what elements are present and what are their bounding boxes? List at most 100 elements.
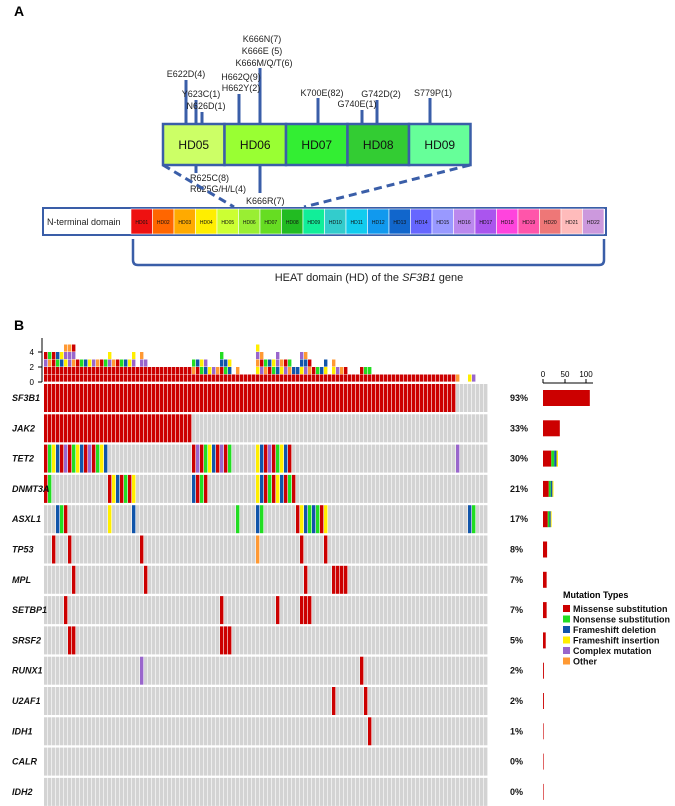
oncoprint-cell: [132, 596, 136, 625]
oncoprint-cell: [148, 474, 152, 503]
oncoprint-cell: [296, 474, 300, 503]
oncoprint-cell: [252, 656, 256, 685]
top-count-bar: [104, 367, 108, 375]
gene-label: TP53: [12, 545, 34, 555]
oncoprint-cell: [160, 474, 164, 503]
oncoprint-cell: [48, 565, 52, 594]
oncoprint-cell: [452, 414, 456, 443]
top-count-bar: [408, 374, 412, 382]
oncoprint-cell: [264, 687, 268, 715]
oncoprint-cell: [100, 747, 104, 776]
oncoprint-cell: [296, 777, 300, 806]
oncoprint-cell: [288, 384, 292, 412]
top-count-bar: [268, 374, 272, 382]
oncoprint-cell: [76, 596, 80, 625]
oncoprint-cell: [436, 656, 440, 685]
oncoprint-cell: [300, 414, 304, 443]
oncoprint-cell: [460, 444, 464, 473]
oncoprint-cell: [404, 687, 408, 715]
oncoprint-cell: [72, 687, 76, 715]
oncoprint-cell: [260, 505, 264, 534]
oncoprint-cell: [184, 717, 188, 746]
oncoprint-cell: [208, 717, 212, 746]
top-count-bar: [192, 374, 196, 382]
oncoprint-cell: [112, 414, 116, 443]
oncoprint-cell: [196, 414, 200, 443]
oncoprint-cell: [120, 626, 124, 655]
oncoprint-cell: [288, 414, 292, 443]
top-count-bar: [68, 367, 72, 375]
oncoprint-cell: [224, 535, 228, 564]
top-count-bar: [144, 374, 148, 382]
oncoprint-cell: [476, 596, 480, 625]
oncoprint-cell: [208, 626, 212, 655]
oncoprint-cell: [176, 535, 180, 564]
top-count-bar: [256, 374, 260, 382]
oncoprint-cell: [472, 565, 476, 594]
oncoprint-cell: [364, 535, 368, 564]
oncoprint-cell: [392, 747, 396, 776]
top-count-bar: [120, 359, 124, 367]
oncoprint-cell: [388, 565, 392, 594]
oncoprint-cell: [292, 777, 296, 806]
oncoprint-cell: [292, 505, 296, 534]
oncoprint-cell: [320, 444, 324, 473]
top-count-bar: [104, 359, 108, 367]
oncoprint-cell: [376, 717, 380, 746]
oncoprint-cell: [88, 626, 92, 655]
top-axis-tick: 2: [30, 363, 35, 372]
oncoprint-cell: [480, 596, 484, 625]
oncoprint-cell: [360, 505, 364, 534]
oncoprint-cell: [52, 535, 56, 564]
oncoprint-cell: [156, 656, 160, 685]
oncoprint-cell: [236, 474, 240, 503]
oncoprint-cell: [288, 777, 292, 806]
oncoprint-cell: [284, 474, 288, 503]
oncoprint-cell: [72, 747, 76, 776]
oncoprint-cell: [120, 444, 124, 473]
oncoprint-cell: [240, 444, 244, 473]
oncoprint-cell: [480, 687, 484, 715]
oncoprint-cell: [480, 384, 484, 412]
oncoprint-cell: [380, 414, 384, 443]
top-count-bar: [132, 359, 136, 367]
oncoprint-cell: [428, 535, 432, 564]
oncoprint-cell: [408, 505, 412, 534]
oncoprint-cell: [140, 747, 144, 776]
oncoprint-cell: [412, 505, 416, 534]
oncoprint-cell: [420, 535, 424, 564]
oncoprint-cell: [448, 717, 452, 746]
gene-count-bar: [550, 511, 552, 528]
oncoprint-cell: [352, 505, 356, 534]
oncoprint-cell: [440, 474, 444, 503]
oncoprint-cell: [444, 505, 448, 534]
oncoprint-cell: [196, 777, 200, 806]
top-count-bar: [208, 374, 212, 382]
oncoprint-cell: [228, 687, 232, 715]
oncoprint-cell: [224, 687, 228, 715]
oncoprint-cell: [60, 656, 64, 685]
oncoprint-cell: [280, 596, 284, 625]
oncoprint-cell: [164, 687, 168, 715]
top-count-bar: [228, 359, 232, 367]
oncoprint-cell: [340, 717, 344, 746]
gene-count-bar: [551, 450, 555, 467]
top-count-bar: [72, 352, 76, 360]
oncoprint-cell: [420, 505, 424, 534]
oncoprint-cell: [456, 384, 460, 412]
oncoprint-cell: [64, 777, 68, 806]
oncoprint-cell: [232, 535, 236, 564]
oncoprint-cell: [224, 384, 228, 412]
top-count-bar: [132, 352, 136, 360]
top-count-bar: [112, 367, 116, 375]
oncoprint-cell: [236, 656, 240, 685]
oncoprint-cell: [316, 717, 320, 746]
oncoprint-cell: [380, 505, 384, 534]
oncoprint-cell: [352, 717, 356, 746]
oncoprint-cell: [236, 565, 240, 594]
oncoprint-cell: [152, 444, 156, 473]
oncoprint-cell: [284, 747, 288, 776]
oncoprint-cell: [280, 414, 284, 443]
top-count-bar: [364, 374, 368, 382]
oncoprint-cell: [208, 384, 212, 412]
